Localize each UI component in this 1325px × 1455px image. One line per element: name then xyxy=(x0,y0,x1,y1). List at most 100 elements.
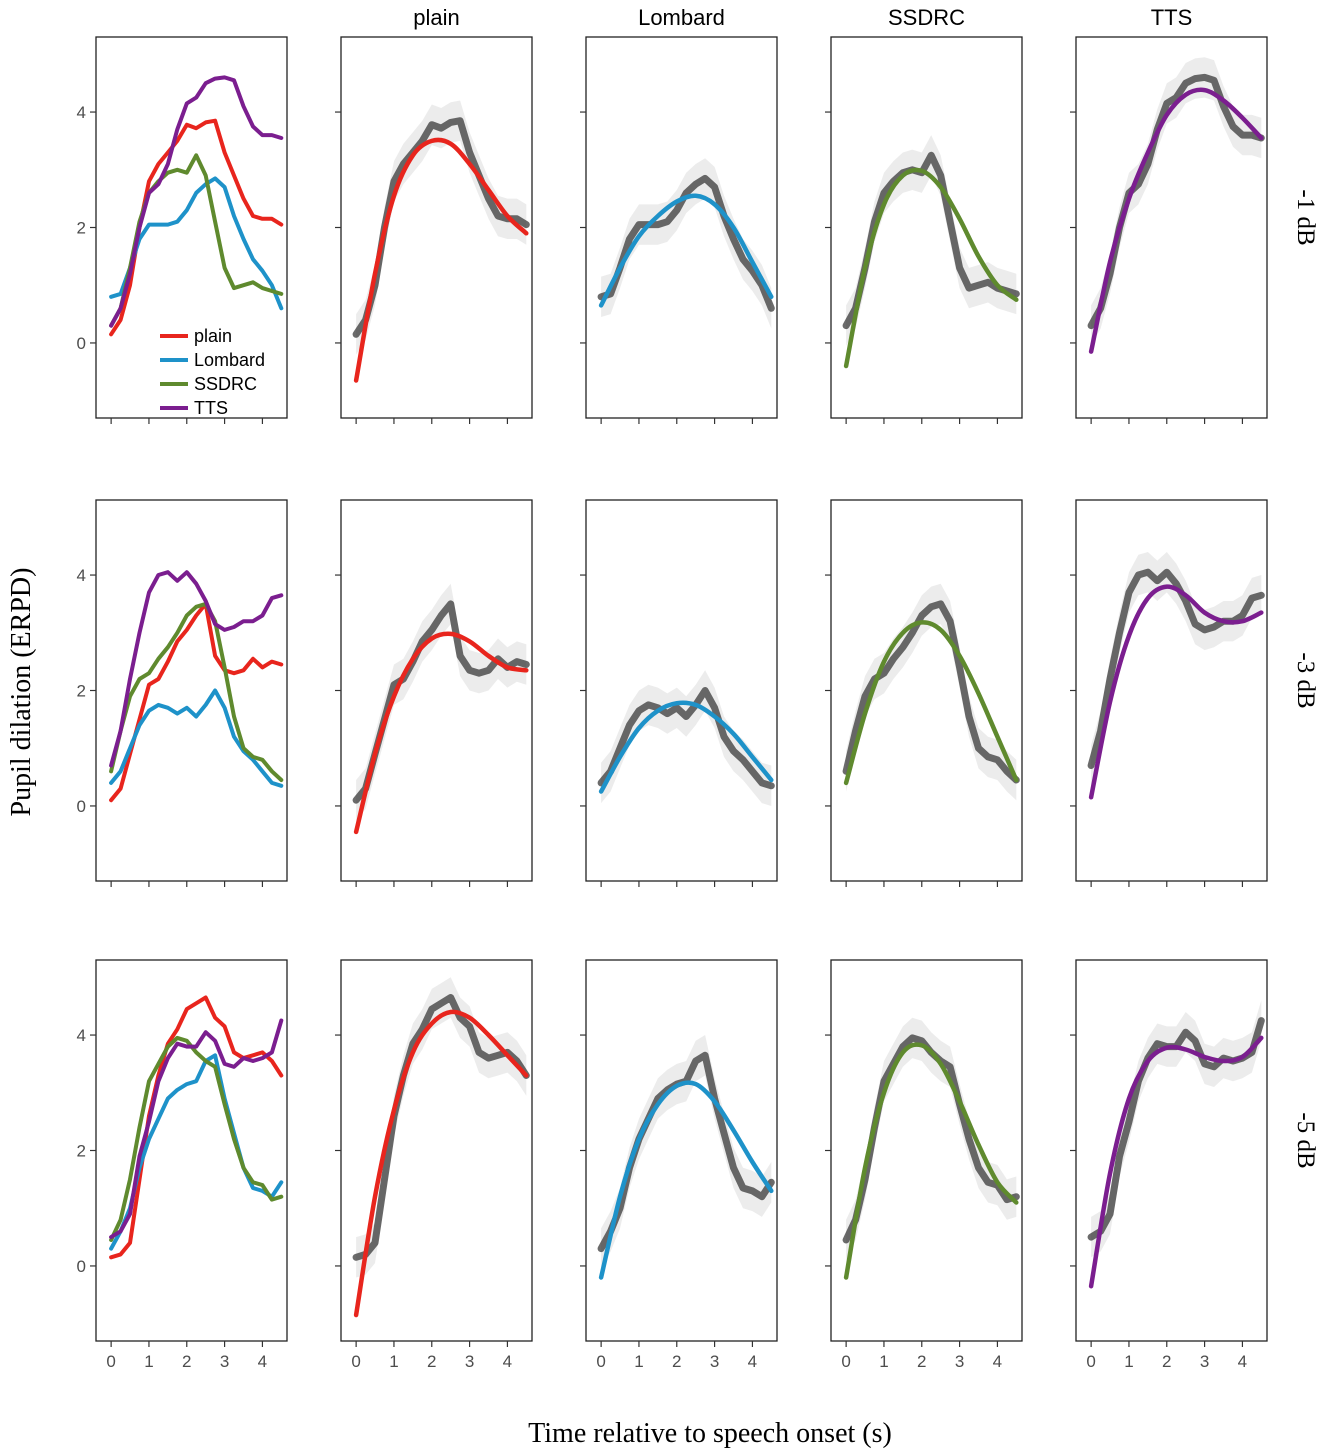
row-label-2: -3 dB xyxy=(1292,652,1319,708)
line-tts-fitted xyxy=(1088,87,1264,354)
line-plain-fitted xyxy=(353,1009,529,1318)
panel-background xyxy=(831,960,1022,1341)
row-label-3: -5 dB xyxy=(1292,1112,1319,1168)
line-plain-observed xyxy=(109,601,284,803)
line-ssdrc-observed xyxy=(109,1035,284,1242)
panel-background xyxy=(96,960,287,1341)
panel-r2-c2 xyxy=(335,499,533,887)
x-tick-label: 0 xyxy=(1086,1352,1095,1371)
x-tick-label: 2 xyxy=(182,1352,191,1371)
plot-area xyxy=(597,670,775,806)
x-tick-label: 3 xyxy=(710,1352,719,1371)
line-lombard-observed xyxy=(109,688,284,788)
legend: plain Lombard SSDRC TTS xyxy=(160,326,265,418)
plot-area xyxy=(1087,552,1265,800)
panel-r1-c4 xyxy=(825,36,1023,424)
plot-area xyxy=(597,1035,775,1280)
x-tick-label: 3 xyxy=(465,1352,474,1371)
column-label-plain: plain xyxy=(413,5,459,30)
legend-label-lombard: Lombard xyxy=(194,350,265,370)
x-tick-label: 4 xyxy=(258,1352,267,1371)
y-tick-label: 2 xyxy=(77,219,86,238)
line-tts-fitted xyxy=(1088,1035,1264,1289)
panel-background xyxy=(831,37,1022,418)
line-plain-fitted xyxy=(353,631,529,835)
line-lombard-observed xyxy=(597,687,775,790)
plot-area xyxy=(352,100,530,383)
y-tick-label: 4 xyxy=(77,566,86,585)
x-tick-label: 0 xyxy=(596,1352,605,1371)
row-labels: -1 dB -3 dB -5 dB xyxy=(1292,189,1319,1168)
line-plain-fitted xyxy=(353,137,529,383)
line-ssdrc-fitted xyxy=(843,167,1019,369)
line-lombard-fitted xyxy=(598,1080,774,1280)
panel-r1-c3 xyxy=(580,36,778,424)
x-tick-label: 1 xyxy=(389,1352,398,1371)
panel-r1-c2 xyxy=(335,36,533,424)
line-tts-observed xyxy=(109,570,284,768)
x-tick-label: 2 xyxy=(917,1352,926,1371)
plot-area xyxy=(352,977,530,1318)
row-label-1: -1 dB xyxy=(1292,189,1319,245)
panel-r3-c3: 0 1 2 3 4 xyxy=(580,959,778,1371)
panel-r3-c1: 0 2 4 0 1 2 3 4 xyxy=(77,959,288,1371)
x-tick-label: 0 xyxy=(351,1352,360,1371)
line-lombard-fitted xyxy=(598,700,774,794)
y-tick-label: 2 xyxy=(77,1142,86,1161)
panel-r2-c1: 0 2 4 xyxy=(77,499,288,887)
line-plain-observed xyxy=(352,994,530,1261)
x-tick-label: 1 xyxy=(144,1352,153,1371)
line-ssdrc-fitted xyxy=(843,1042,1019,1280)
line-ssdrc-fitted xyxy=(843,620,1019,786)
panel-background xyxy=(341,500,532,881)
line-tts-fitted xyxy=(1088,584,1264,800)
x-tick-label: 3 xyxy=(1200,1352,1209,1371)
ci-band-plain xyxy=(356,100,527,355)
panel-background xyxy=(96,500,287,881)
panel-background xyxy=(586,500,777,881)
legend-label-ssdrc: SSDRC xyxy=(194,374,257,394)
line-tts-observed xyxy=(109,1018,284,1240)
ci-band-tts xyxy=(1091,552,1262,786)
column-label-lombard: Lombard xyxy=(638,5,725,30)
column-labels: plain Lombard SSDRC TTS xyxy=(413,5,1192,30)
axis-labels: Pupil dilation (ERPD) Time relative to s… xyxy=(6,568,892,1449)
plot-area xyxy=(842,135,1020,369)
line-ssdrc-observed xyxy=(842,151,1020,330)
plot-area xyxy=(597,158,775,329)
panel-background xyxy=(586,960,777,1341)
plot-area xyxy=(109,995,284,1260)
x-tick-label: 2 xyxy=(427,1352,436,1371)
x-tick-label: 4 xyxy=(1238,1352,1247,1371)
y-axis-label: Pupil dilation (ERPD) xyxy=(6,568,37,817)
x-tick-label: 3 xyxy=(955,1352,964,1371)
y-tick-label: 2 xyxy=(77,682,86,701)
x-tick-label: 2 xyxy=(1162,1352,1171,1371)
panel-r2-c3 xyxy=(580,499,778,887)
plot-area xyxy=(1087,57,1265,354)
panel-r2-c4 xyxy=(825,499,1023,887)
y-tick-label: 0 xyxy=(77,1257,86,1276)
plot-area xyxy=(109,75,284,337)
column-label-tts: TTS xyxy=(1151,5,1193,30)
plot-area xyxy=(1087,1000,1265,1289)
line-plain-observed xyxy=(109,995,284,1260)
panel-r1-c1: 0 2 4 plain Lombard SSDRC TTS xyxy=(77,36,288,424)
legend-label-plain: plain xyxy=(194,326,232,346)
y-tick-label: 4 xyxy=(77,103,86,122)
x-tick-label: 1 xyxy=(634,1352,643,1371)
x-tick-label: 4 xyxy=(748,1352,757,1371)
x-tick-label: 1 xyxy=(879,1352,888,1371)
plot-area xyxy=(842,583,1020,801)
panel-r3-c5: 0 1 2 3 4 xyxy=(1070,959,1268,1371)
plot-area xyxy=(352,583,530,835)
line-lombard-fitted xyxy=(598,193,774,308)
x-tick-label: 4 xyxy=(993,1352,1002,1371)
plot-area xyxy=(842,1017,1020,1280)
x-tick-label: 4 xyxy=(503,1352,512,1371)
y-tick-label: 0 xyxy=(77,334,86,353)
line-ssdrc-observed xyxy=(109,601,284,782)
ci-band-ssdrc xyxy=(846,583,1017,801)
